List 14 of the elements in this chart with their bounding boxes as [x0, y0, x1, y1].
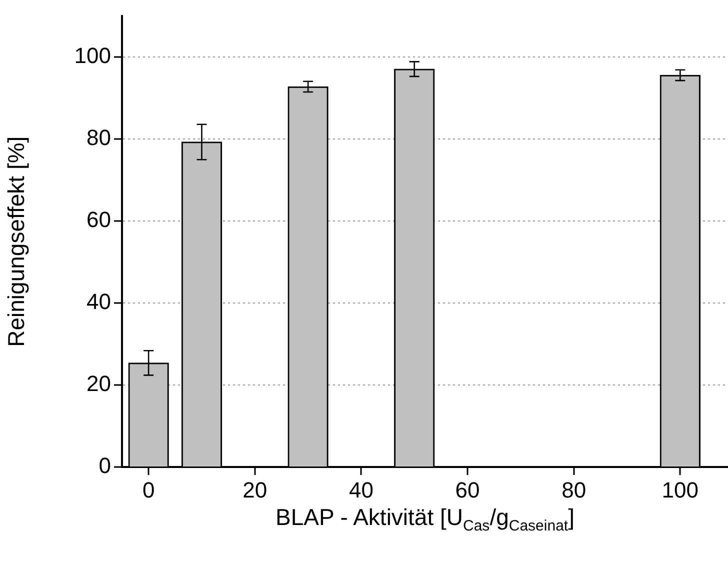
x-tick-label: 0: [142, 477, 155, 502]
y-axis-title: Reinigungseffekt [%]: [3, 136, 30, 347]
y-tick-label: 100: [74, 43, 111, 68]
x-axis-title: BLAP - Aktivität [U$_{Cas}$/g$_{Caseinat}$]: [274, 504, 576, 535]
y-tick-label: 40: [86, 289, 111, 314]
x-tick-label: 60: [455, 477, 480, 502]
x-tick-label: 80: [562, 477, 586, 502]
x-tick-label: 40: [348, 477, 374, 502]
y-tick-label: 20: [86, 371, 111, 396]
y-tick-label: 80: [86, 125, 111, 150]
x-tick-label: 20: [242, 477, 268, 502]
y-tick-label: 60: [86, 207, 111, 232]
y-tick-label: 0: [98, 453, 111, 478]
x-tick-label: 100: [662, 477, 699, 502]
